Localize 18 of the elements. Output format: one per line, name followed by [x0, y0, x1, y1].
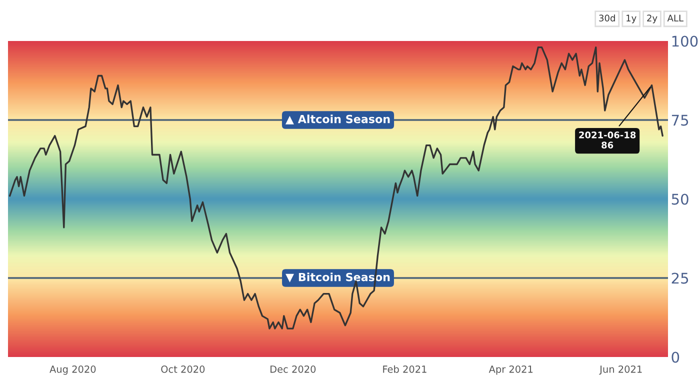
x-tick-label: Apr 2021 [488, 366, 533, 375]
y-tick-label: 25 [672, 272, 688, 284]
ref-line-label: ▲ Altcoin Season [285, 114, 390, 124]
y-tick-label: 0 [672, 352, 680, 363]
x-tick-label: Oct 2020 [161, 366, 205, 373]
text: 1y [626, 14, 636, 24]
y-tick-label: 50 [672, 194, 688, 205]
x-tick-label: Aug 2020 [50, 366, 96, 375]
y-tick-label: 100 [672, 36, 698, 47]
text: ALL [667, 14, 684, 22]
text: 30d [599, 14, 615, 22]
x-tick-label: Feb 2021 [383, 365, 426, 373]
y-tick-label: 75 [672, 114, 688, 126]
x-tick-label: Dec 2020 [270, 366, 316, 373]
ref-line-label: ▼ Bitcoin Season [286, 272, 390, 282]
text: 2y [647, 14, 658, 24]
annotation: 2021-06-18 86 [579, 132, 636, 148]
x-tick-label: Jun 2021 [599, 366, 642, 375]
